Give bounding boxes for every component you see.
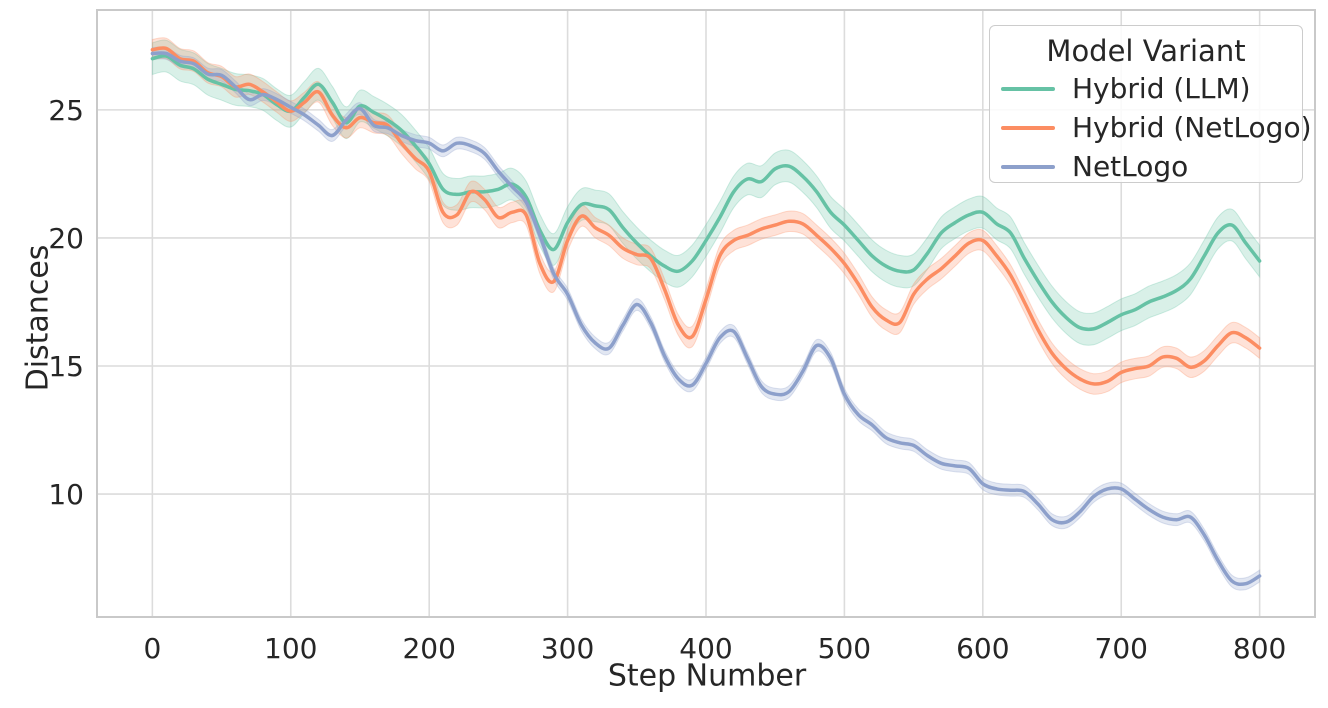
legend-item-netlogo: NetLogo [990,147,1302,186]
x-tick-label: 300 [541,632,594,665]
x-tick-label: 200 [402,632,455,665]
legend-item-hybrid-llm: Hybrid (LLM) [990,69,1302,108]
y-tick-label: 20 [48,222,84,255]
x-tick-label: 800 [1233,632,1286,665]
x-tick-label: 100 [264,632,317,665]
x-tick-label: 400 [679,632,732,665]
legend-label-hybrid-netlogo: Hybrid (NetLogo) [1072,111,1312,144]
series-band-hybrid-llm [151,39,1261,346]
series-line-netlogo [150,51,1262,587]
legend-title: Model Variant [1046,34,1246,68]
x-axis-label: Step Number [607,658,807,694]
legend: Model Variant Hybrid (LLM) Hybrid (NetLo… [989,25,1312,186]
legend-label-hybrid-llm: Hybrid (LLM) [1072,72,1251,105]
legend-label-netlogo: NetLogo [1072,150,1189,183]
plot-border [96,9,1316,618]
legend-swatch-netlogo [1001,164,1055,169]
y-tick-label: 15 [48,350,84,383]
y-tick-label: 10 [48,478,84,511]
y-axis-label: Distances [20,244,56,392]
series-band-hybrid-netlogo [151,37,1261,395]
legend-swatch-hybrid-netlogo [1001,125,1055,130]
legend-item-hybrid-netlogo: Hybrid (NetLogo) [990,108,1312,147]
x-tick-label: 700 [1095,632,1148,665]
legend-swatch-hybrid-llm [1001,86,1055,91]
x-tick-label: 500 [818,632,871,665]
series-line-hybrid-llm [150,54,1262,332]
y-tick-label: 25 [48,94,84,127]
x-tick-label: 0 [143,632,161,665]
x-tick-label: 600 [956,632,1009,665]
series-line-hybrid-netlogo [150,46,1262,386]
